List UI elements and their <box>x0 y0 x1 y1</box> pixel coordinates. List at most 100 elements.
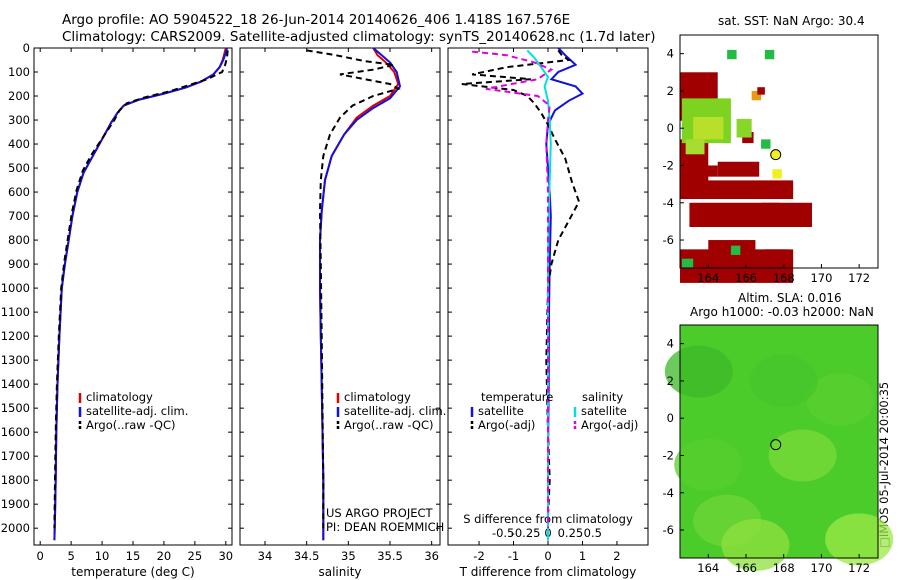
depth-y-tick-label: 800 <box>8 233 30 247</box>
salinity-x-tick-label: 34.5 <box>294 549 320 563</box>
project-note-line2: PI: DEAN ROEMMICH <box>326 520 445 534</box>
sst-red-patch <box>698 165 718 177</box>
salinity-legend-0-label: climatology <box>344 390 411 404</box>
sst-red-patch <box>717 161 760 177</box>
sdiff-tick-label: 0.5 <box>584 526 602 540</box>
temperature-x-tick-label: 10 <box>95 549 110 563</box>
sst-map-title: sat. SST: NaN Argo: 30.4 <box>718 14 865 28</box>
sst-green-patch <box>757 87 765 95</box>
temperature-series-0 <box>53 47 227 541</box>
sla-map-y-tick-label: 0 <box>667 411 674 425</box>
figure-title-line2: Climatology: CARS2009. Satellite-adjuste… <box>62 29 656 45</box>
sla-map-y-tick-label: 4 <box>667 337 674 351</box>
sla-map-x-tick-label: 168 <box>773 561 795 575</box>
salinity-x-tick-label: 35.5 <box>377 549 403 563</box>
depth-y-tick-label: 200 <box>8 89 30 103</box>
sla-map-subtitle: Argo h1000: -0.03 h2000: NaN <box>690 305 874 319</box>
difference-series-2 <box>526 49 552 541</box>
sdiff-tick-label: -0.25 <box>511 526 541 540</box>
sla-map-title: Altim. SLA: 0.016 <box>738 291 842 305</box>
project-note-line1: US ARGO PROJECT <box>326 506 433 520</box>
sst-green-patch <box>772 169 782 179</box>
sla-field-patch <box>825 513 894 566</box>
diff-legend-t-argo-label: Argo(-adj) <box>478 418 535 432</box>
temperature-x-tick-label: 5 <box>67 549 74 563</box>
depth-y-tick-label: 1600 <box>1 425 30 439</box>
sst-map-x-tick-label: 164 <box>697 271 719 285</box>
sst-map-x-tick-label: 170 <box>810 271 832 285</box>
temperature-legend-0-label: climatology <box>86 390 153 404</box>
depth-y-tick-label: 600 <box>8 185 30 199</box>
sst-map-y-tick-label: -4 <box>663 196 674 210</box>
depth-y-tick-label: 2000 <box>1 521 30 535</box>
tdiff-x-tick-label: -1 <box>508 549 519 563</box>
tdiff-x-tick-label: 2 <box>613 549 620 563</box>
sdiff-tick-label: 0.25 <box>558 526 584 540</box>
plot-frame <box>239 47 441 546</box>
temperature-legend-1-label: satellite-adj. clim. <box>86 404 188 418</box>
map-frame <box>679 34 879 269</box>
depth-y-tick-label: 1800 <box>1 473 30 487</box>
sst-red-patch <box>680 180 794 200</box>
depth-y-tick-label: 300 <box>8 113 30 127</box>
depth-y-tick-label: 1300 <box>1 353 30 367</box>
sst-red-patch <box>779 212 792 224</box>
depth-y-tick-label: 1000 <box>1 281 30 295</box>
sst-map-x-tick-label: 168 <box>773 271 795 285</box>
sst-green-patch <box>736 118 752 138</box>
temperature-legend-2-label: Argo(..raw -QC) <box>86 418 176 432</box>
sla-argo-position-marker <box>770 439 782 451</box>
plot-frame <box>33 47 233 546</box>
sst-map-y-tick-label: -2 <box>663 158 674 172</box>
salinity-series-2 <box>306 49 401 529</box>
depth-y-tick-label: 400 <box>8 137 30 151</box>
sla-field-patch <box>749 354 818 407</box>
salinity-x-tick-label: 34 <box>258 549 273 563</box>
figure-title-line1: Argo profile: AO 5904522_18 26-Jun-2014 … <box>62 12 571 28</box>
sla-map-x-tick-label: 172 <box>848 561 870 575</box>
difference-series-1 <box>461 49 581 541</box>
salinity-x-tick-label: 35 <box>341 549 356 563</box>
sst-green-patch <box>681 258 694 268</box>
depth-y-tick-label: 1100 <box>1 305 30 319</box>
sst-argo-position-marker <box>770 149 782 161</box>
depth-y-tick-label: 500 <box>8 161 30 175</box>
depth-y-tick-label: 1500 <box>1 401 30 415</box>
depth-y-tick-label: 1200 <box>1 329 30 343</box>
difference-series-3 <box>471 50 554 529</box>
salinity-x-tick-label: 36 <box>424 549 439 563</box>
salinity-legend-1-label: satellite-adj. clim. <box>344 404 446 418</box>
sst-map-y-tick-label: 4 <box>667 47 674 61</box>
tdiff-x-axis-label: T difference from climatology <box>459 565 637 579</box>
sst-green-patch <box>685 139 705 155</box>
diff-legend-t-sat-label: satellite <box>478 404 524 418</box>
diff-legend-header-temperature: temperature <box>481 390 553 404</box>
temperature-x-tick-label: 15 <box>126 549 141 563</box>
salinity-legend-2-label: Argo(..raw -QC) <box>344 418 434 432</box>
depth-y-tick-label: 1900 <box>1 497 30 511</box>
sla-map-y-tick-label: -2 <box>663 448 674 462</box>
sst-red-patch <box>761 202 780 218</box>
temperature-x-tick-label: 25 <box>188 549 203 563</box>
temperature-x-axis-label: temperature (deg C) <box>71 565 194 579</box>
sst-green-patch <box>693 117 724 140</box>
tdiff-x-tick-label: 0 <box>544 549 551 563</box>
difference-series-0 <box>545 47 585 541</box>
sst-map-y-tick-label: -6 <box>663 233 674 247</box>
depth-y-tick-label: 100 <box>8 65 30 79</box>
sla-map-x-tick-label: 164 <box>697 561 719 575</box>
sst-red-patch <box>746 262 775 278</box>
sdiff-tick-label: -0.5 <box>492 526 514 540</box>
depth-y-tick-label: 0 <box>23 41 30 55</box>
sst-map-x-tick-label: 172 <box>848 271 870 285</box>
depth-y-tick-label: 1400 <box>1 377 30 391</box>
diff-legend-s-argo-label: Argo(-adj) <box>581 418 638 432</box>
sla-field-patch <box>768 429 837 482</box>
sla-map-x-tick-label: 166 <box>735 561 757 575</box>
temperature-series-1 <box>53 47 228 541</box>
depth-y-tick-label: 1700 <box>1 449 30 463</box>
sla-field-patch <box>674 438 743 491</box>
sst-green-patch <box>751 90 762 101</box>
sst-green-patch <box>764 49 775 60</box>
